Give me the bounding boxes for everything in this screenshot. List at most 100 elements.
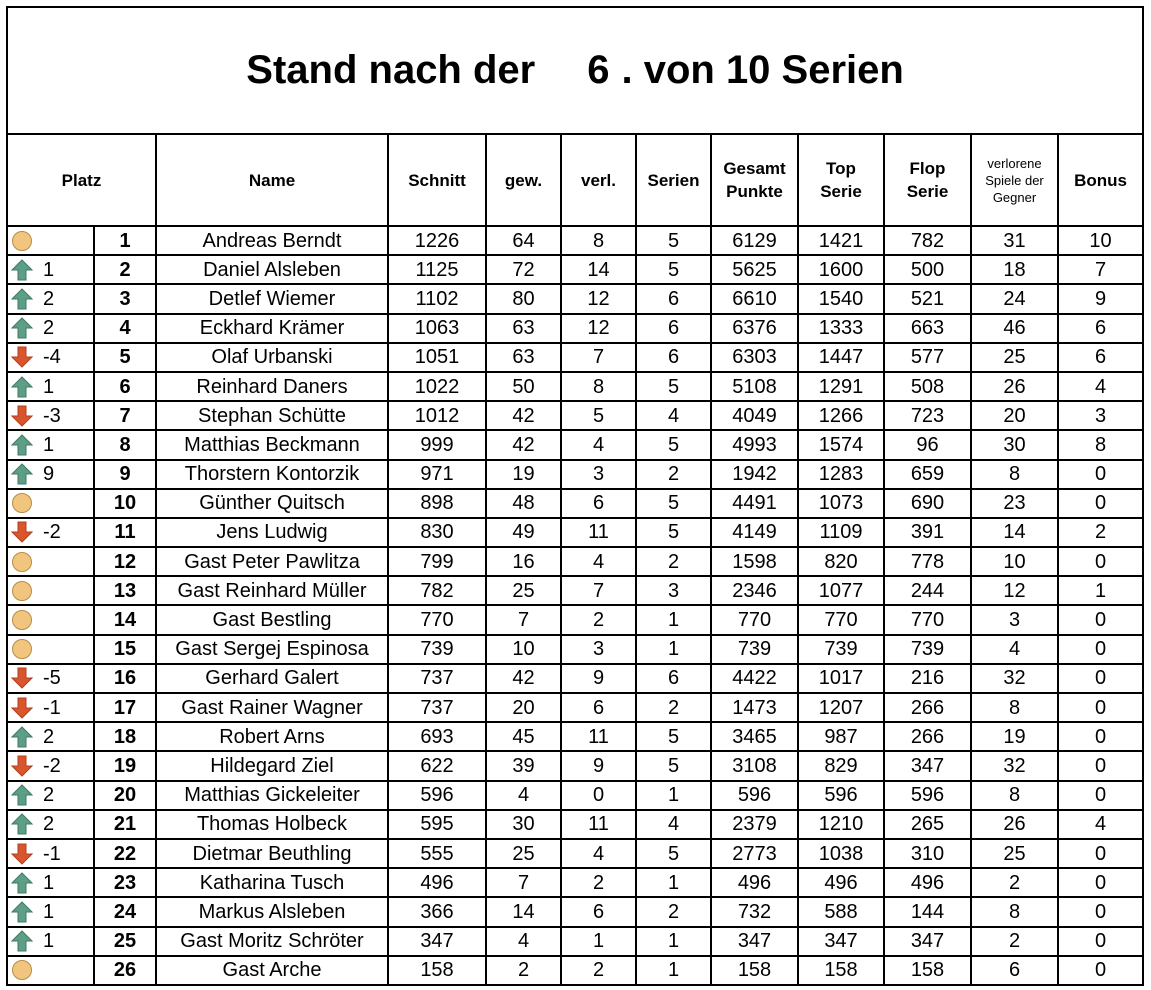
stat-cell: 1 (635, 604, 712, 636)
stat-cell: 820 (797, 546, 885, 578)
player-name: Detlef Wiemer (155, 283, 389, 315)
stat-cell: 5 (635, 254, 712, 286)
stat-cell: 5 (635, 837, 712, 870)
stat-cell: 4993 (710, 429, 799, 461)
data-row: -1 17 Gast Rainer Wagner 737 20 6 2 1473 1207 266… (6, 691, 1145, 724)
trend-cell: -4 (6, 341, 95, 373)
trend-cell: 1 (6, 896, 95, 928)
stat-cell: 0 (1056, 691, 1145, 724)
trend-cell: 2 (6, 779, 95, 811)
stat-cell: 1063 (387, 312, 487, 344)
stat-cell: 14 (560, 254, 637, 286)
stat-cell: 4 (970, 633, 1059, 665)
stat-cell: 158 (883, 954, 972, 986)
stat-cell: 1051 (387, 341, 487, 373)
trend-icon (10, 697, 34, 719)
stat-cell: 50 (485, 370, 562, 403)
rank: 13 (93, 575, 157, 607)
stat-cell: 20 (970, 400, 1059, 432)
stat-cell: 5 (635, 429, 712, 461)
stat-cell: 1473 (710, 691, 799, 724)
stat-cell: 622 (387, 750, 487, 782)
stat-cell: 11 (560, 721, 637, 753)
player-name: Eckhard Krämer (155, 312, 389, 344)
stat-cell: 8 (970, 458, 1059, 490)
stat-cell: 266 (883, 721, 972, 753)
stat-cell: 6 (560, 896, 637, 928)
trend-icon (12, 580, 32, 601)
player-name: Thomas Holbeck (155, 808, 389, 840)
rank: 4 (93, 312, 157, 344)
player-name: Gast Sergej Espinosa (155, 633, 389, 665)
data-row: 1 8 Matthias Beckmann 999 42 4 5 4993 1574 96 30 8 (6, 429, 1145, 461)
stat-cell: 1226 (387, 224, 487, 257)
column-header: Flop Serie (883, 133, 972, 227)
rank-change: -1 (43, 696, 61, 719)
player-name: Andreas Berndt (155, 224, 389, 257)
column-header: Gesamt Punkte (710, 133, 799, 227)
trend-icon (10, 463, 34, 485)
rank: 3 (93, 283, 157, 315)
trend-cell (6, 604, 95, 636)
column-header: Platz (6, 133, 157, 227)
stat-cell: 588 (797, 896, 885, 928)
trend-icon (10, 434, 34, 456)
player-name: Gerhard Galert (155, 662, 389, 695)
stat-cell: 1012 (387, 400, 487, 432)
stat-cell: 5108 (710, 370, 799, 403)
stat-cell: 723 (883, 400, 972, 432)
stat-cell: 2 (485, 954, 562, 986)
stat-cell: 1333 (797, 312, 885, 344)
stat-cell: 6303 (710, 341, 799, 373)
data-row: 2 4 Eckhard Krämer 1063 63 12 6 6376 1333 663 46 6 (6, 312, 1145, 344)
stat-cell: 9 (1056, 283, 1145, 315)
stat-cell: 5 (560, 400, 637, 432)
stat-cell: 4 (1056, 808, 1145, 840)
stat-cell: 987 (797, 721, 885, 753)
stat-cell: 596 (883, 779, 972, 811)
trend-icon (10, 317, 34, 339)
trend-cell (6, 546, 95, 578)
stat-cell: 32 (970, 750, 1059, 782)
stat-cell: 1447 (797, 341, 885, 373)
stat-cell: 4 (485, 925, 562, 957)
rank: 17 (93, 691, 157, 724)
stat-cell: 0 (1056, 837, 1145, 870)
stat-cell: 25 (485, 837, 562, 870)
stat-cell: 8 (970, 896, 1059, 928)
rank-change: 2 (43, 784, 55, 807)
stat-cell: 2 (1056, 516, 1145, 549)
data-row: 9 9 Thorstern Kontorzik 971 19 3 2 1942 1283 659 8… (6, 458, 1145, 490)
stat-cell: 770 (883, 604, 972, 636)
rank: 23 (93, 867, 157, 899)
trend-cell: 1 (6, 925, 95, 957)
stat-cell: 1 (635, 925, 712, 957)
stat-cell: 770 (387, 604, 487, 636)
title-prefix: Stand nach der (246, 48, 536, 92)
rank: 20 (93, 779, 157, 811)
trend-icon (10, 872, 34, 894)
trend-cell: -1 (6, 837, 95, 870)
stat-cell: 999 (387, 429, 487, 461)
stat-cell: 690 (883, 487, 972, 519)
player-name: Matthias Beckmann (155, 429, 389, 461)
stat-cell: 577 (883, 341, 972, 373)
stat-cell: 3465 (710, 721, 799, 753)
stat-cell: 6 (970, 954, 1059, 986)
trend-cell: 9 (6, 458, 95, 490)
stat-cell: 5 (635, 516, 712, 549)
stat-cell: 3 (1056, 400, 1145, 432)
stat-cell: 32 (970, 662, 1059, 695)
title: Stand nach der 6. von 10 Serien (5, 6, 1145, 135)
player-name: Gast Rainer Wagner (155, 691, 389, 724)
stat-cell: 782 (387, 575, 487, 607)
rank: 1 (93, 224, 157, 257)
rank-change: 2 (43, 813, 55, 836)
stat-cell: 1109 (797, 516, 885, 549)
stat-cell: 48 (485, 487, 562, 519)
stat-cell: 0 (1056, 867, 1145, 899)
data-row: -5 16 Gerhard Galert 737 42 9 6 4422 1017 216 32 0 (6, 662, 1145, 695)
trend-icon (10, 667, 34, 690)
stat-cell: 1 (1056, 575, 1145, 607)
